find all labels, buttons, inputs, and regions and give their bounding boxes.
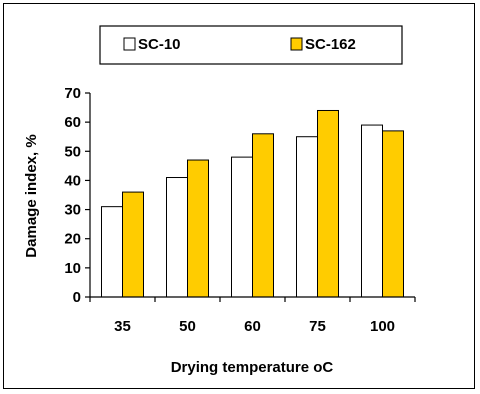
- y-tick-label: 10: [64, 260, 81, 277]
- y-axis-title: Damage index, %: [23, 134, 40, 257]
- bar-sc10-100: [362, 125, 383, 297]
- bar-sc10-60: [232, 157, 253, 297]
- legend-swatch-sc162: [291, 38, 302, 50]
- bar-sc10-75: [297, 137, 318, 297]
- bar-sc10-50: [167, 178, 188, 297]
- y-tick-label: 70: [64, 85, 81, 102]
- x-tick-label: 50: [179, 318, 196, 335]
- bar-sc162-100: [383, 131, 404, 297]
- y-tick-label: 60: [64, 114, 81, 131]
- y-tick-label: 0: [73, 289, 81, 306]
- bar-sc162-60: [253, 134, 274, 297]
- x-axis-title: Drying temperature oC: [171, 359, 334, 376]
- bar-sc162-75: [318, 110, 339, 297]
- legend-label-sc162: SC-162: [305, 36, 356, 53]
- bar-sc10-35: [102, 207, 123, 297]
- x-tick-label: 60: [244, 318, 261, 335]
- y-tick-label: 30: [64, 202, 81, 219]
- x-tick-label: 75: [309, 318, 326, 335]
- bar-sc162-35: [123, 192, 144, 297]
- y-tick-label: 40: [64, 172, 81, 189]
- y-tick-label: 20: [64, 231, 81, 248]
- x-tick-label: 35: [114, 318, 131, 335]
- legend-label-sc10: SC-10: [138, 36, 181, 53]
- y-tick-label: 50: [64, 143, 81, 160]
- x-tick-label: 100: [370, 318, 395, 335]
- legend-swatch-sc10: [124, 38, 135, 50]
- bar-sc162-50: [188, 160, 209, 297]
